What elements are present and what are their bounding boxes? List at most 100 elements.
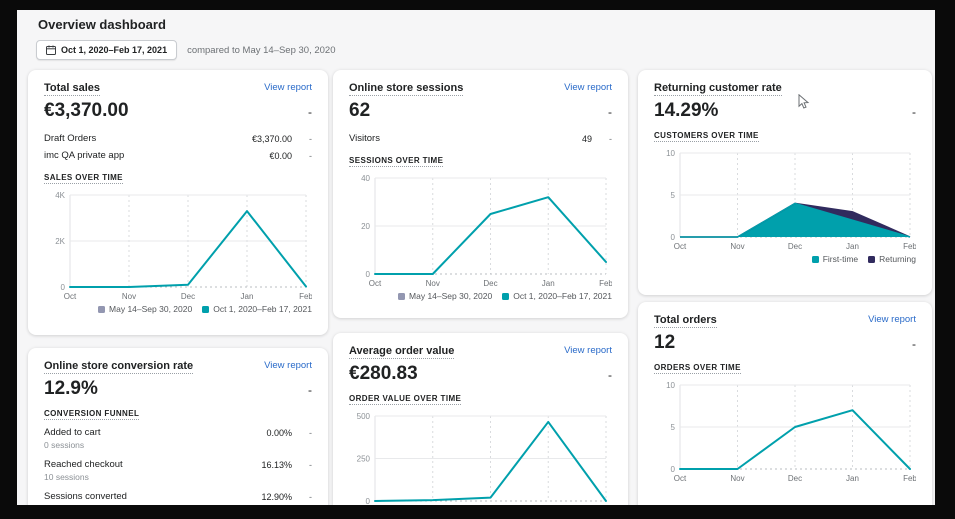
sales-over-time-label: SALES OVER TIME <box>44 173 123 184</box>
sessions-title[interactable]: Online store sessions <box>349 82 464 96</box>
sessions-over-time-chart: 0 20 40 Oct Nov Dec Jan Feb <box>349 173 613 289</box>
customers-over-time-chart: 0 5 10 Oct Nov Dec Jan Feb <box>654 148 917 252</box>
metric-delta: - <box>309 133 312 144</box>
card-head: Returning customer rate <box>654 82 916 96</box>
card-head: Average order value View report <box>349 345 612 359</box>
svg-text:10: 10 <box>666 381 675 390</box>
metric-delta: - <box>609 133 612 144</box>
average-order-value-title[interactable]: Average order value <box>349 345 455 359</box>
svg-text:Feb: Feb <box>903 474 916 483</box>
first-time-series-swatch <box>811 255 819 263</box>
funnel-step-delta: - <box>309 460 312 470</box>
legend-label: Oct 1, 2020–Feb 17, 2021 <box>213 304 312 314</box>
svg-text:Feb: Feb <box>903 242 916 251</box>
svg-text:500: 500 <box>357 412 371 421</box>
legend-item: Oct 1, 2020–Feb 17, 2021 <box>502 291 612 301</box>
current-series-swatch <box>202 305 210 313</box>
total-orders-title[interactable]: Total orders <box>654 314 717 328</box>
conversion-rate-title[interactable]: Online store conversion rate <box>44 360 194 374</box>
svg-text:Nov: Nov <box>122 292 136 301</box>
svg-text:5: 5 <box>671 423 676 432</box>
funnel-step-delta: - <box>309 492 312 502</box>
sales-chart-legend: May 14–Sep 30, 2020 Oct 1, 2020–Feb 17, … <box>44 304 312 314</box>
sessions-delta: - <box>608 105 612 119</box>
svg-text:5: 5 <box>671 191 676 200</box>
svg-text:Dec: Dec <box>483 279 497 288</box>
card-returning-customer-rate: Returning customer rate 14.29% - CUSTOME… <box>638 70 932 295</box>
svg-text:Oct: Oct <box>674 242 687 251</box>
total-sales-title[interactable]: Total sales <box>44 82 101 96</box>
legend-label: Oct 1, 2020–Feb 17, 2021 <box>513 291 612 301</box>
orders-over-time-chart: 0 5 10 Oct Nov Dec Jan Feb <box>654 380 917 484</box>
sessions-view-report-link[interactable]: View report <box>564 82 612 93</box>
funnel-step-label: Reached checkout <box>44 459 123 470</box>
returning-rate-value: 14.29% <box>654 100 719 121</box>
metric-value: €3,370.00 <box>251 133 292 144</box>
card-head: Total sales View report <box>44 82 312 96</box>
page-title: Overview dashboard <box>38 17 166 32</box>
sessions-chart-legend: May 14–Sep 30, 2020 Oct 1, 2020–Feb 17, … <box>349 291 612 301</box>
legend-item: First-time <box>811 254 859 264</box>
svg-text:0: 0 <box>366 270 371 279</box>
funnel-step-sessions: 0 sessions <box>44 440 85 450</box>
svg-text:Jan: Jan <box>241 292 254 301</box>
svg-text:Dec: Dec <box>788 474 802 483</box>
svg-text:Jan: Jan <box>846 242 859 251</box>
date-range-button[interactable]: Oct 1, 2020–Feb 17, 2021 <box>36 40 178 60</box>
value-row: 12.9% - <box>44 378 312 400</box>
total-orders-delta: - <box>912 337 916 351</box>
svg-text:Jan: Jan <box>846 474 859 483</box>
legend-item: Returning <box>868 254 916 264</box>
conversion-funnel: Added to cart 0 sessions 0.00% - Reached… <box>44 422 312 505</box>
svg-text:0: 0 <box>366 497 371 505</box>
funnel-labels: Added to cart 0 sessions <box>44 427 266 450</box>
svg-text:4K: 4K <box>55 191 65 200</box>
card-total-orders: Total orders View report 12 - ORDERS OVE… <box>638 302 932 505</box>
metric-label: imc QA private app <box>44 150 125 161</box>
average-order-value: €280.83 <box>349 363 418 384</box>
total-sales-view-report-link[interactable]: View report <box>264 82 312 93</box>
funnel-step-label: Added to cart <box>44 427 101 438</box>
metric-row: Visitors 49 - <box>349 130 612 147</box>
orders-view-report-link[interactable]: View report <box>868 314 916 325</box>
legend-label: May 14–Sep 30, 2020 <box>109 304 193 314</box>
order-value-over-time-label: ORDER VALUE OVER TIME <box>349 394 462 405</box>
returning-rate-delta: - <box>912 105 916 119</box>
legend-label: Returning <box>879 254 916 264</box>
customers-chart-legend: First-time Returning <box>654 254 916 264</box>
metric-row: Draft Orders €3,370.00 - <box>44 130 312 147</box>
metric-delta: - <box>309 150 312 161</box>
customers-over-time-label: CUSTOMERS OVER TIME <box>654 131 759 142</box>
value-row: 12 - <box>654 332 916 354</box>
legend-label: First-time <box>822 254 859 264</box>
conversion-view-report-link[interactable]: View report <box>264 360 312 371</box>
svg-text:Jan: Jan <box>542 279 555 288</box>
svg-text:250: 250 <box>357 455 371 464</box>
svg-text:40: 40 <box>361 174 370 183</box>
sessions-over-time-label: SESSIONS OVER TIME <box>349 156 444 167</box>
returning-rate-title[interactable]: Returning customer rate <box>654 82 782 96</box>
returning-series-swatch <box>868 255 876 263</box>
total-orders-value: 12 <box>654 332 676 353</box>
metric-value: 49 <box>581 133 592 144</box>
value-row: €3,370.00 - <box>44 100 312 122</box>
svg-text:Nov: Nov <box>426 279 440 288</box>
svg-text:Feb: Feb <box>599 279 612 288</box>
legend-label: May 14–Sep 30, 2020 <box>409 291 493 301</box>
aov-view-report-link[interactable]: View report <box>564 345 612 356</box>
funnel-step-delta: - <box>309 428 312 438</box>
legend-item: May 14–Sep 30, 2020 <box>398 291 492 301</box>
metric-value: €0.00 <box>269 150 292 161</box>
metric-label: Draft Orders <box>44 133 97 144</box>
funnel-labels: Reached checkout 10 sessions <box>44 459 261 482</box>
sessions-value: 62 <box>349 100 371 121</box>
value-row: 14.29% - <box>654 100 916 122</box>
svg-text:2K: 2K <box>55 237 65 246</box>
date-filter-row: Oct 1, 2020–Feb 17, 2021 compared to May… <box>36 40 335 60</box>
comparison-series-swatch <box>398 292 406 300</box>
conversion-rate-delta: - <box>308 383 312 397</box>
funnel-step-sessions: 8 sessions <box>44 504 261 505</box>
svg-text:Nov: Nov <box>730 474 744 483</box>
total-sales-value: €3,370.00 <box>44 100 129 121</box>
funnel-labels: Sessions converted 8 sessions <box>44 491 261 505</box>
